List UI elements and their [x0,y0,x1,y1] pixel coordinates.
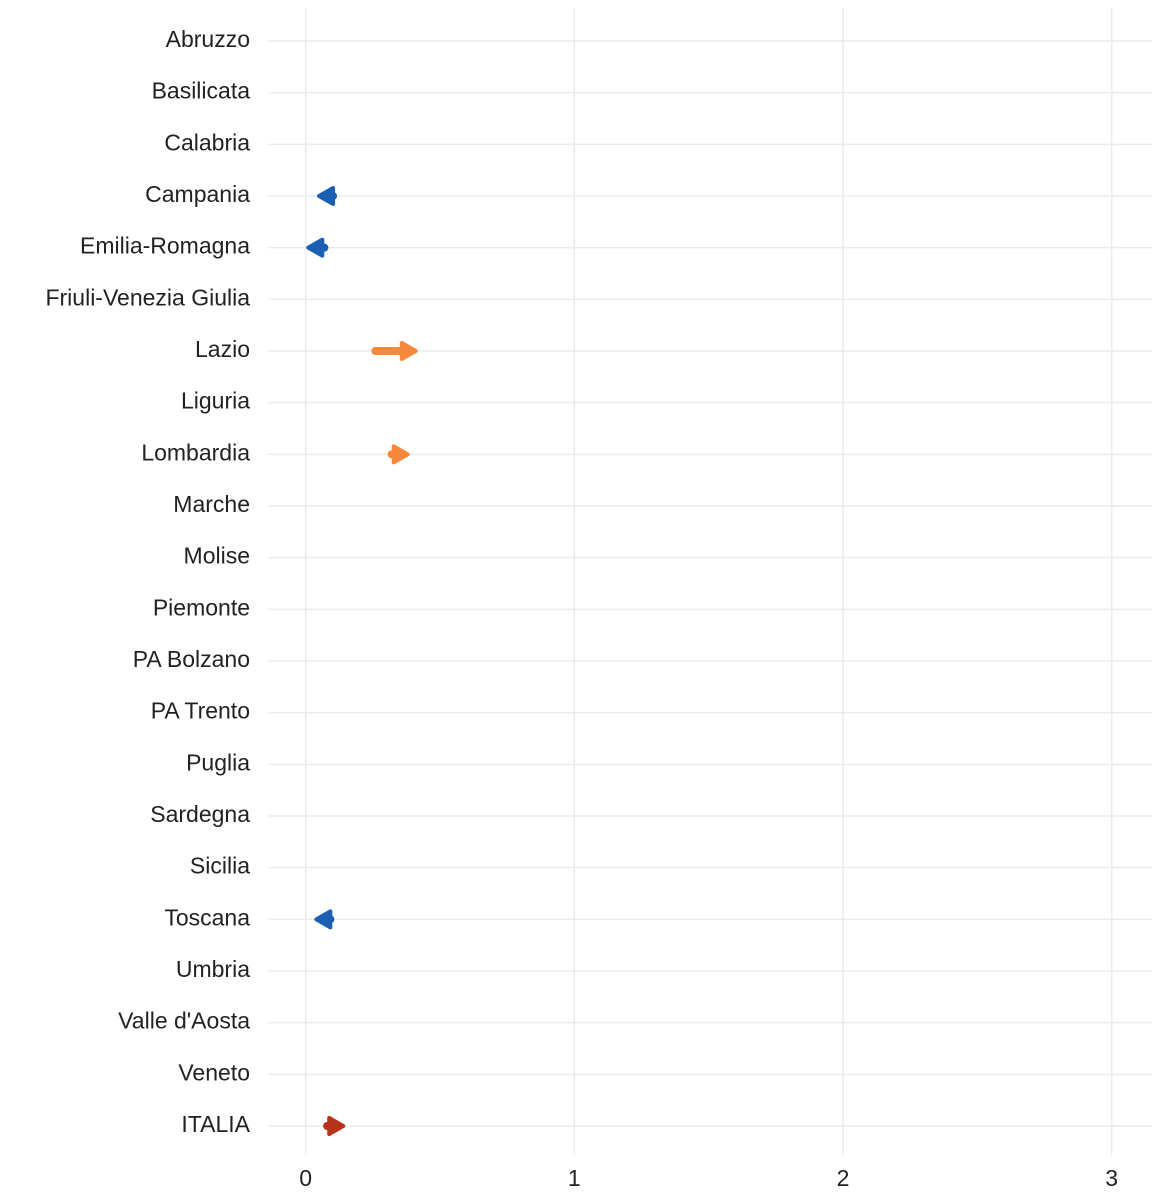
y-tick-label: Campania [145,181,250,207]
y-tick-label: Marche [173,491,250,517]
y-tick-label: Sardegna [150,801,250,827]
y-tick-label: Lazio [195,336,250,362]
arrow-head [391,444,410,465]
y-tick-label: Sicilia [190,853,250,879]
y-tick-label: Lombardia [141,439,250,465]
x-tick-label: 3 [1105,1165,1118,1191]
y-tick-label: ITALIA [181,1111,250,1137]
arrow [317,186,338,206]
x-tick-label: 0 [299,1165,312,1191]
y-tick-label: Molise [184,543,250,569]
arrow-head [314,909,333,930]
arrow [306,237,329,258]
x-tick-label: 2 [837,1165,850,1191]
arrow-head [327,1116,346,1136]
y-tick-label: Emilia-Romagna [80,233,250,259]
y-tick-label: Piemonte [153,594,250,620]
y-tick-label: Liguria [181,388,250,414]
y-tick-label: Friuli-Venezia Giulia [45,284,250,310]
y-tick-label: Umbria [176,956,250,982]
y-tick-label: Abruzzo [166,26,250,52]
y-tick-label: Basilicata [152,78,251,104]
arrow [371,341,418,361]
y-tick-label: Toscana [164,904,250,930]
y-tick-label: Valle d'Aosta [118,1008,250,1034]
arrow-head [306,237,325,258]
arrow [323,1116,346,1136]
arrow-head [399,341,418,361]
y-tick-label: Calabria [164,129,250,155]
arrow [314,909,335,930]
y-tick-label: PA Trento [151,698,250,724]
y-tick-label: PA Bolzano [133,646,250,672]
y-tick-label: Puglia [186,749,250,775]
y-tick-label: Veneto [178,1059,250,1085]
arrow-head [317,186,336,206]
x-tick-label: 1 [568,1165,581,1191]
arrow [387,444,410,465]
